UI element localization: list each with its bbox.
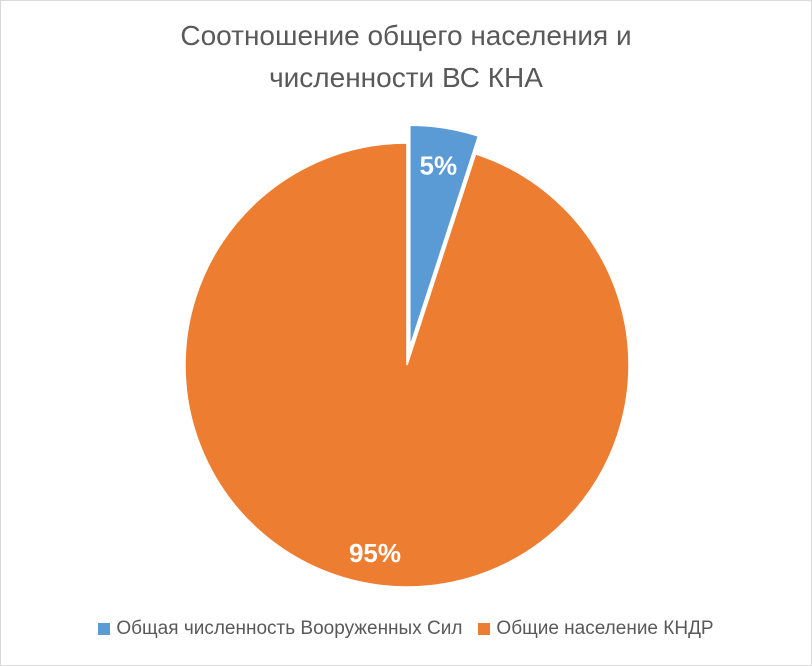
legend-label-population: Общие население КНДР (496, 618, 714, 639)
legend-item-population: Общие население КНДР (478, 618, 714, 640)
legend-label-armed-forces: Общая численность Вооруженных Сил (116, 618, 463, 639)
slice-population (184, 142, 630, 588)
legend-swatch-population (478, 623, 491, 635)
slice-armed-forces (409, 124, 480, 348)
data-label-population: 95% (349, 538, 401, 568)
chart-title: Соотношение общего населения и численнос… (1, 15, 811, 99)
pie-chart: 5% 95% (184, 124, 630, 588)
legend-item-armed-forces: Общая численность Вооруженных Сил (98, 618, 462, 640)
legend-swatch-armed-forces (98, 623, 111, 635)
data-label-armed-forces: 5% (420, 150, 458, 180)
chart-title-line-1: Соотношение общего населения и (180, 20, 632, 51)
legend: Общая численность Вооруженных Сил Общие … (1, 618, 811, 640)
chart-title-line-2: численности ВС КНА (269, 62, 543, 93)
